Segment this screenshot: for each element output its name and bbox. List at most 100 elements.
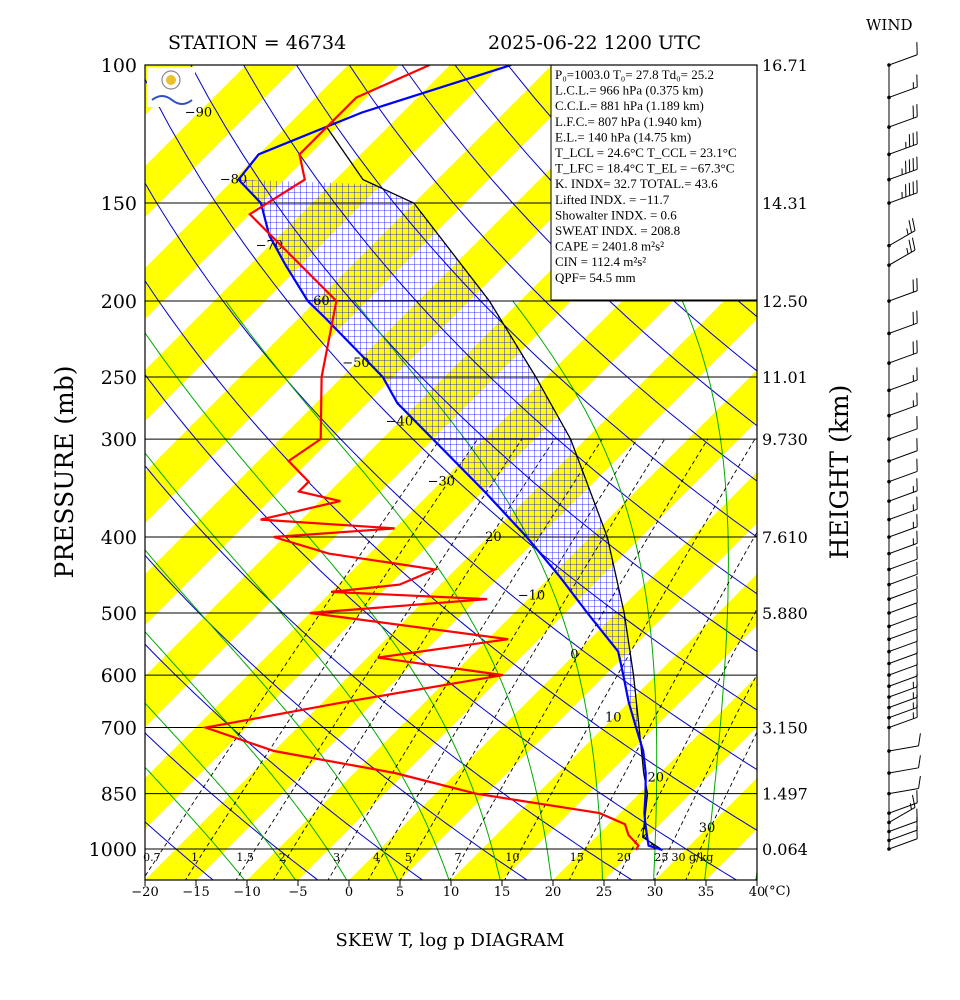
moist-adiabats — [145, 300, 757, 880]
isotherm-band — [0, 65, 93, 880]
height-tick-label: 11.01 — [762, 368, 808, 387]
dry-adiabat — [878, 65, 960, 882]
indices-box — [550, 64, 758, 301]
mixing-ratio-line — [616, 608, 757, 880]
wind-barb — [887, 652, 918, 677]
mixing-ratio-labels: 0.7 1 1.5 2 3 4 5 7 10 15 20 25 30 g/kg — [143, 851, 713, 864]
temp-tick-label: −5 — [288, 885, 307, 900]
temp-tick-label: 20 — [545, 885, 562, 900]
wind-barb — [887, 794, 916, 825]
moist-adiabat — [145, 332, 501, 880]
wind-barb — [887, 74, 918, 100]
wind-barb — [887, 663, 918, 689]
sounding-series — [201, 65, 663, 852]
index-line: C.C.L.= 881 hPa (1.189 km) — [555, 98, 704, 113]
wind-barb — [887, 561, 918, 587]
wind-barb — [887, 546, 918, 572]
index-line: L.F.C.= 807 hPa (1.940 km) — [555, 114, 701, 129]
mixing-ratio-label: 1 — [191, 851, 198, 864]
mixing-ratio-label: 15 — [570, 851, 584, 864]
wind-barb — [887, 458, 918, 484]
isotherm-band — [757, 65, 960, 880]
pressure-tick-label: 1000 — [89, 839, 137, 861]
pressure-tick-label: 250 — [101, 367, 137, 389]
wind-barb — [887, 392, 918, 418]
wind-barb — [887, 628, 918, 654]
wind-barb — [887, 603, 918, 629]
y-axis-label: PRESSURE (mb) — [50, 365, 79, 578]
isotherm-band — [247, 370, 757, 880]
wind-barb — [887, 131, 918, 157]
height-tick-label: 0.064 — [762, 840, 808, 859]
index-line: CIN = 112.4 m²s² — [555, 254, 646, 269]
index-line: L.C.L.= 966 hPa (0.375 km) — [555, 83, 703, 98]
wind-barb — [887, 530, 918, 556]
moist-adiabat — [225, 300, 552, 880]
isotherm-label: −50 — [342, 356, 369, 371]
wind-barb — [887, 340, 918, 365]
wind-barb — [887, 496, 918, 522]
pressure-tick-label: 400 — [101, 527, 137, 549]
moist-adiabat — [145, 766, 245, 880]
height-tick-label: 14.31 — [762, 194, 808, 213]
mixing-ratio-label: 5 — [405, 851, 412, 864]
isotherm-label: −30 — [428, 475, 455, 490]
height-tick-label: 3.150 — [762, 719, 808, 738]
temp-tick-label: −15 — [182, 885, 209, 900]
isotherm-band — [145, 65, 297, 217]
mixing-ratio-label: 1.5 — [236, 851, 254, 864]
dry-adiabat — [296, 65, 757, 538]
temperature-line — [237, 65, 663, 852]
temp-tick-label: 40 — [749, 885, 766, 900]
wind-barb — [887, 416, 918, 441]
isotherm-label: −90 — [185, 106, 212, 121]
indices-list: P₀=1003.0 T₀= 27.8 Td₀= 25.2L.C.L.= 966 … — [555, 67, 737, 285]
moist-adiabat — [145, 630, 348, 880]
wind-barb — [887, 478, 918, 503]
wind-barbs — [887, 42, 921, 851]
moist-adiabat — [512, 300, 658, 880]
moist-adiabat — [145, 702, 297, 880]
height-tick-label: 5.880 — [762, 604, 808, 623]
dewpoint-line — [201, 65, 640, 851]
height-tick-label: 9.730 — [762, 430, 808, 449]
wind-barb — [887, 576, 918, 601]
isotherm-label: 30 — [699, 821, 716, 836]
wind-barb — [887, 156, 918, 182]
index-line: QPF= 54.5 mm — [555, 270, 636, 285]
temp-tick-label: 5 — [396, 885, 404, 900]
wind-barb — [887, 590, 918, 615]
wind-barb — [887, 438, 918, 463]
mixing-ratio-label: 25 — [654, 851, 668, 864]
mixing-ratio-label: 30 g/kg — [672, 851, 714, 864]
pressure-tick-label: 850 — [101, 784, 137, 806]
isotherm-label: 0 — [570, 648, 578, 663]
isotherm-band — [655, 778, 757, 880]
mixing-ratio-line — [272, 438, 555, 880]
index-line: T_LCL = 24.6°C T_CCL = 23.1°C — [555, 145, 737, 160]
index-line: T_LFC = 18.4°C T_EL = −67.3°C — [555, 161, 734, 176]
pressure-tick-label: 600 — [101, 665, 137, 687]
mixing-ratio-label: 10 — [505, 851, 519, 864]
y2-axis-label: HEIGHT (km) — [825, 385, 854, 560]
wind-barb — [887, 218, 916, 248]
wind-barb — [887, 180, 918, 205]
index-line: K. INDX= 32.7 TOTAL.= 43.6 — [555, 176, 718, 191]
wind-barb — [887, 808, 918, 834]
dry-adiabat — [145, 732, 319, 880]
moist-adiabat — [145, 549, 399, 880]
mixing-ratio-label: 4 — [373, 851, 380, 864]
temp-tick-label: 25 — [596, 885, 613, 900]
height-tick-label: 16.71 — [762, 56, 808, 75]
isotherm-label: −40 — [386, 415, 413, 430]
isotherm-band — [553, 676, 757, 880]
wind-barb — [887, 310, 918, 336]
wind-barb — [887, 42, 918, 67]
temp-tick-label: −10 — [233, 885, 260, 900]
pressure-tick-label: 150 — [101, 193, 137, 215]
temp-tick-label: −20 — [131, 885, 158, 900]
dry-adiabat — [772, 65, 960, 882]
wind-barb — [887, 826, 918, 851]
isotherm-band — [349, 472, 757, 880]
